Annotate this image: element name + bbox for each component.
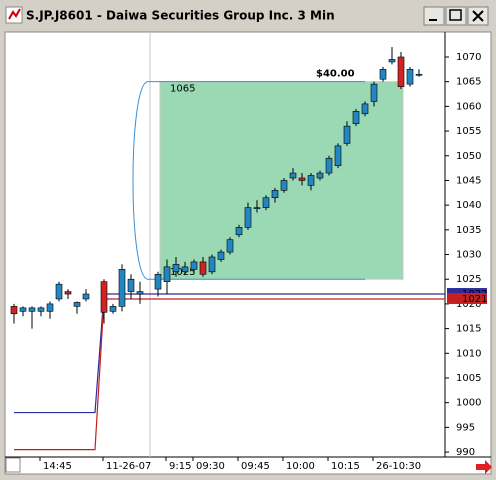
candle-body [397,56,405,87]
y-tick-label: 1070 [456,52,481,63]
y-tick-label: 1030 [456,250,481,261]
indicator-line [14,293,419,414]
y-tick-label: 990 [456,447,475,458]
candle-body [244,207,252,228]
title-bar [0,0,496,30]
candle-body [28,307,36,312]
candle-body [262,197,270,208]
range-low-label: 1025 [170,267,195,278]
candle-body [316,172,324,179]
candle-body [19,307,27,312]
candle-body [388,59,396,63]
candle-body [343,125,351,144]
x-tick-label: 26-10:30 [376,461,421,472]
candle-body [289,172,297,179]
candle-body [100,281,108,313]
close-button[interactable] [467,6,489,26]
scroll-right-arrow[interactable] [476,460,492,474]
candle-body [415,73,423,76]
y-tick-label: 1000 [456,398,481,409]
candle-body [46,303,54,312]
candle-body [199,261,207,275]
minimize-button[interactable] [423,6,445,26]
scroll-box[interactable] [5,457,21,473]
range-high-label: 1065 [170,84,195,95]
candle-body [163,266,171,282]
candle-body [37,307,45,312]
y-tick-label: 1005 [456,373,481,384]
candle-body [235,227,243,236]
candle-body [298,177,306,181]
y-tick-label: 1045 [456,175,481,186]
candle-body [118,269,126,307]
candle-body [73,302,81,307]
range-bracket [132,81,149,280]
y-tick-label: 1025 [456,274,481,285]
candle-body [352,111,360,124]
y-tick-label: 1015 [456,324,481,335]
candle-body [307,175,315,186]
candle-body [217,251,225,260]
candle-body [208,256,216,273]
candle-body [370,83,378,102]
window-title: S.JP.J8601 - Daiwa Securities Group Inc.… [26,9,335,23]
y-tick-label: 1035 [456,225,481,236]
x-tick-label: 14:45 [43,461,72,472]
x-tick-label: 9:15 [169,461,191,472]
candle-body [55,283,63,300]
y-tick-label: 1055 [456,126,481,137]
candle-body [172,264,180,273]
candle-body [406,69,414,85]
candle-body [334,145,342,166]
price-tag [447,292,487,304]
y-tick-label: 1050 [456,151,481,162]
candle-body [10,306,18,315]
candle-body [154,273,162,290]
candle-body [136,291,144,295]
candle-body [325,157,333,174]
maximize-button[interactable] [445,6,467,26]
x-tick-label: 10:00 [286,461,315,472]
candle-body [190,261,198,270]
y-tick-label: 1065 [456,77,481,88]
y-tick-label: 1060 [456,101,481,112]
candle-body [82,293,90,300]
y-tick-label: 1010 [456,348,481,359]
y-tick-label: 1020 [456,299,481,310]
x-tick-label: 11-26-07 [106,461,151,472]
candle-body [379,69,387,80]
candle-body [253,207,261,209]
app-icon [5,6,23,24]
indicator-line [14,298,419,451]
candle-body [361,103,369,115]
plot: 990 995 1000 1005 1010 1015 1020 1025 1030 1035 10… [10,47,487,472]
x-tick-label: 10:15 [331,461,360,472]
candle-body [127,278,135,292]
candle-body [64,291,72,295]
range-change-label: $40.00 [316,69,355,80]
candle-body [109,306,117,312]
price-tag-label: 1021 [462,294,487,305]
x-tick-label: 09:30 [196,461,225,472]
candle-body [181,266,189,273]
candle-body [226,239,234,253]
y-tick-label: 1040 [456,200,481,211]
candle-body [280,180,288,191]
y-tick-label: 995 [456,422,475,433]
x-tick-label: 09:45 [241,461,270,472]
candle-body [271,190,279,199]
